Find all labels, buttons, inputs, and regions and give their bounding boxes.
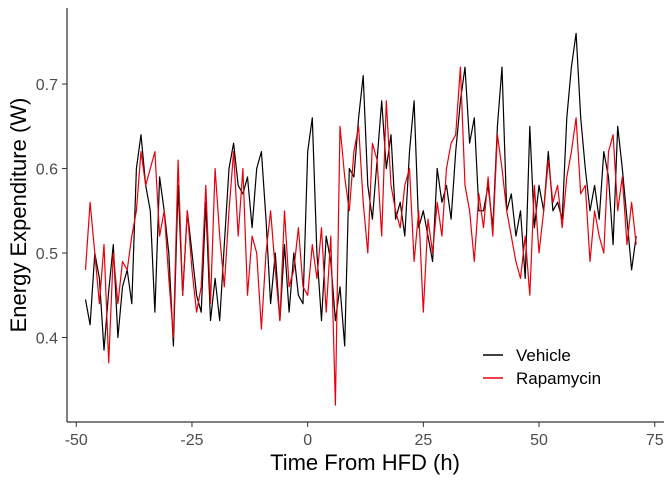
plot-lines <box>84 32 637 406</box>
x-tick-label: 75 <box>646 432 664 449</box>
legend-label-vehicle: Vehicle <box>516 346 571 365</box>
x-tick-label: 0 <box>303 432 312 449</box>
x-tick-label: -25 <box>180 432 203 449</box>
x-tick-label: -50 <box>65 432 88 449</box>
y-axis-title: Energy Expenditure (W) <box>6 98 31 333</box>
series-line-vehicle <box>84 32 637 351</box>
series-line-rapamycin <box>84 66 637 406</box>
legend: Vehicle Rapamycin <box>483 346 601 388</box>
legend-label-rapamycin: Rapamycin <box>516 369 601 388</box>
x-axis-ticks: -50 -25 0 25 50 75 <box>65 422 664 449</box>
x-tick-label: 50 <box>530 432 548 449</box>
x-axis-title: Time From HFD (h) <box>270 450 460 475</box>
y-tick-label: 0.5 <box>36 246 58 263</box>
y-axis-ticks: 0.4 0.5 0.6 0.7 <box>36 77 67 348</box>
y-tick-label: 0.6 <box>36 162 58 179</box>
x-tick-label: 25 <box>414 432 432 449</box>
y-tick-label: 0.7 <box>36 77 58 94</box>
y-tick-label: 0.4 <box>36 331 58 348</box>
